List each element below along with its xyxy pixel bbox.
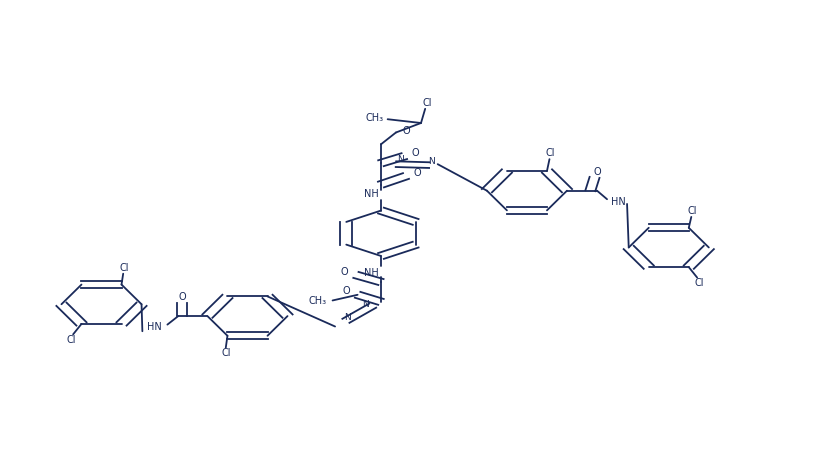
Text: NH: NH	[363, 189, 378, 199]
Text: O: O	[178, 292, 186, 302]
Text: NH: NH	[363, 268, 378, 278]
Text: Cl: Cl	[67, 335, 76, 345]
Text: N: N	[362, 300, 369, 309]
Text: CH₃: CH₃	[364, 113, 383, 123]
Text: CH₃: CH₃	[308, 297, 326, 307]
Text: O: O	[413, 168, 421, 178]
Text: N: N	[397, 155, 404, 164]
Text: HN: HN	[146, 322, 161, 332]
Text: Cl: Cl	[686, 206, 696, 216]
Text: Cl: Cl	[421, 98, 431, 108]
Text: O: O	[342, 287, 349, 297]
Text: Cl: Cl	[545, 149, 554, 159]
Text: N: N	[344, 314, 350, 322]
Text: O: O	[593, 167, 600, 177]
Text: O: O	[401, 126, 410, 136]
Text: N: N	[427, 157, 434, 166]
Text: Cl: Cl	[119, 263, 129, 273]
Text: HN: HN	[610, 197, 625, 207]
Text: Cl: Cl	[222, 348, 231, 358]
Text: Cl: Cl	[693, 278, 703, 288]
Text: O: O	[410, 149, 419, 159]
Text: O: O	[340, 267, 348, 277]
